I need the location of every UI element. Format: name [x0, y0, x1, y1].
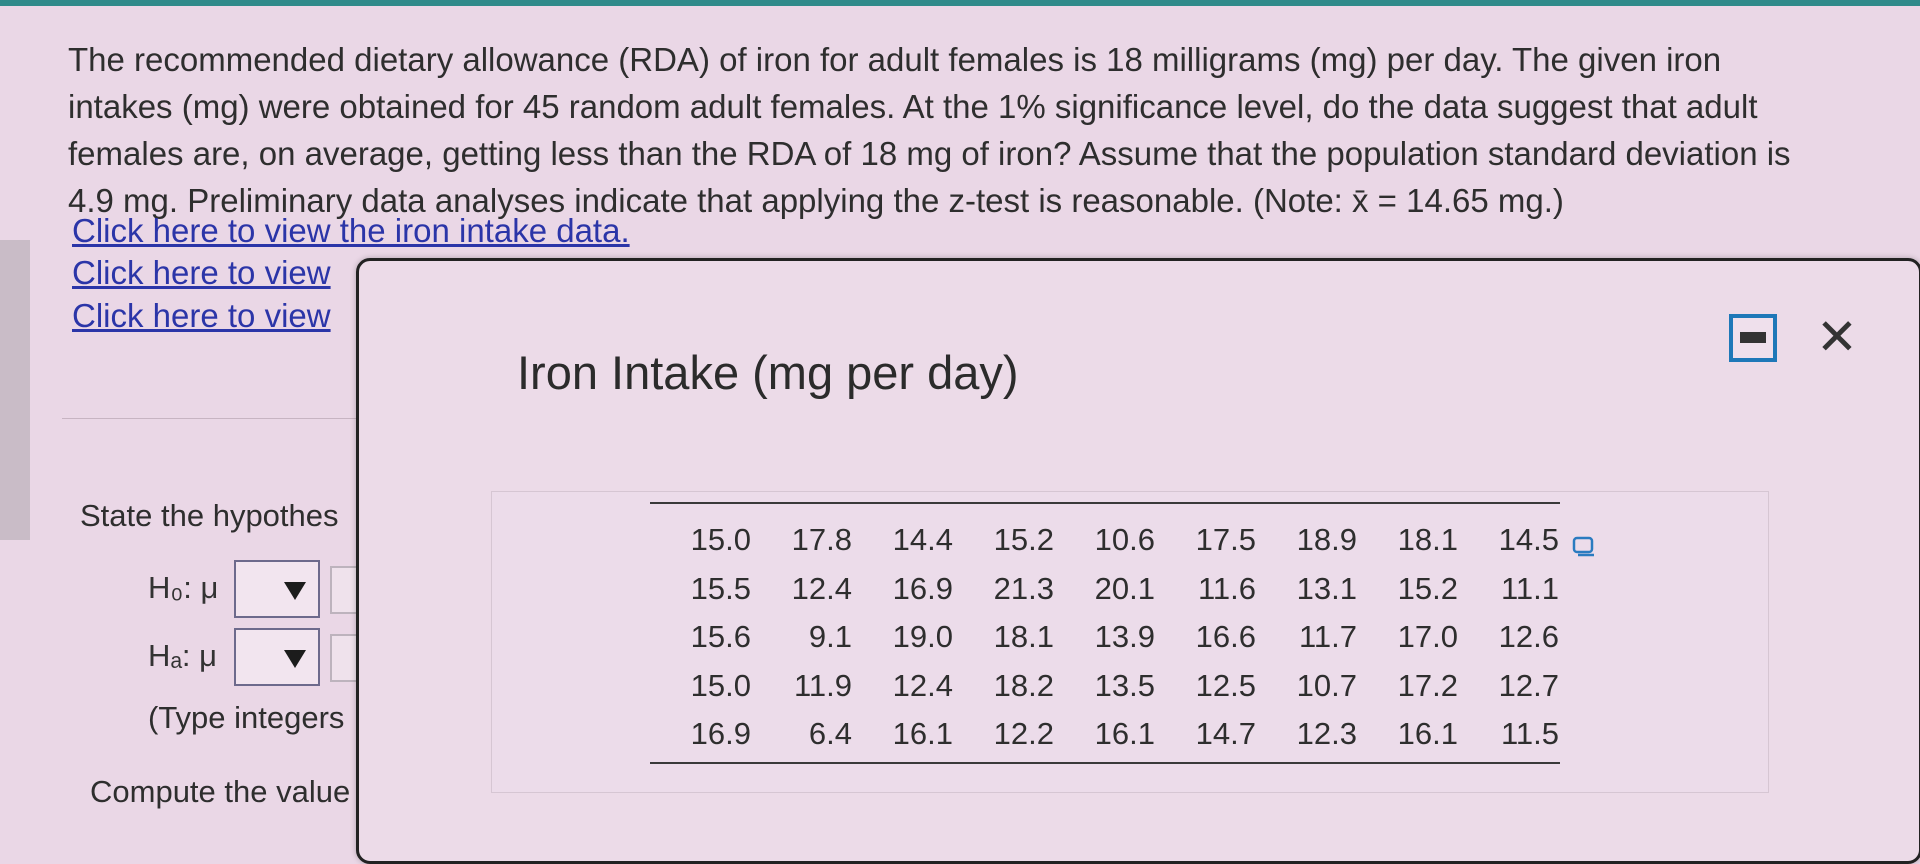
table-cell: 15.0: [690, 522, 751, 558]
table-cell: 18.2: [993, 667, 1054, 703]
section-divider: [62, 418, 362, 419]
table-cell: 11.6: [1197, 570, 1256, 606]
table-cell: 17.5: [1195, 522, 1256, 558]
table-cell: 11.5: [1500, 716, 1559, 752]
table-cell: 17.2: [1397, 667, 1458, 703]
problem-line: The recommended dietary allowance (RDA) …: [68, 41, 1722, 78]
table-row: 16.9 6.4 16.1 12.2 16.1 14.7 12.3 16.1 11.5: [650, 710, 1559, 759]
table-cell: 12.5: [1195, 667, 1256, 703]
table-cell: 12.4: [892, 667, 953, 703]
table-cell: 16.6: [1195, 619, 1256, 655]
table-cell: 15.6: [690, 619, 751, 655]
table-bottom-rule: [650, 762, 1560, 764]
table-cell: 6.4: [808, 716, 852, 752]
table-row: 15.0 17.8 14.4 15.2 10.6 17.5 18.9 18.1 14.5: [650, 516, 1559, 565]
table-cell: 15.2: [1397, 570, 1458, 606]
table-cell: 12.7: [1498, 667, 1559, 703]
table-row: 15.6 9.1 19.0 18.1 13.9 16.6 11.7 17.0 12.6: [650, 613, 1559, 662]
top-accent-bar: [0, 0, 1920, 6]
table-cell: 10.6: [1094, 522, 1155, 558]
chevron-down-icon: [284, 650, 306, 668]
view-link-3[interactable]: Click here to view: [72, 297, 331, 334]
table-cell: 11.7: [1298, 619, 1357, 655]
table-cell: 12.2: [993, 716, 1054, 752]
minimize-icon: [1740, 332, 1766, 343]
table-row: 15.0 11.9 12.4 18.2 13.5 12.5 10.7 17.2 12.7: [650, 662, 1559, 711]
table-cell: 18.9: [1296, 522, 1357, 558]
table-cell: 13.9: [1094, 619, 1155, 655]
table-top-rule: [650, 502, 1560, 504]
data-table-container: 15.0 17.8 14.4 15.2 10.6 17.5 18.9 18.1 14.5 15.5…: [491, 491, 1769, 793]
minimize-button[interactable]: [1729, 314, 1777, 362]
iron-intake-table: 15.0 17.8 14.4 15.2 10.6 17.5 18.9 18.1 14.5 15.5…: [650, 516, 1559, 759]
left-scroll-handle[interactable]: [0, 240, 30, 540]
state-hypotheses-label: State the hypothes: [80, 498, 339, 533]
table-cell: 11.9: [793, 667, 852, 703]
null-hypothesis-row: H₀: μ: [148, 560, 390, 618]
alt-hypothesis-row: Hₐ: μ: [148, 628, 390, 686]
view-link-2[interactable]: Click here to view: [72, 254, 331, 291]
h0-operator-select[interactable]: [234, 560, 320, 618]
table-cell: 20.1: [1094, 570, 1155, 606]
table-cell: 15.0: [690, 667, 751, 703]
table-cell: 17.8: [791, 522, 852, 558]
table-cell: 16.1: [892, 716, 953, 752]
chevron-down-icon: [284, 582, 306, 600]
type-integers-hint: (Type integers: [148, 700, 345, 735]
table-cell: 16.9: [892, 570, 953, 606]
table-cell: 12.3: [1296, 716, 1357, 752]
table-cell: 15.2: [993, 522, 1054, 558]
problem-line: females are, on average, getting less th…: [68, 135, 1791, 172]
table-cell: 12.6: [1498, 619, 1559, 655]
table-cell: 10.7: [1296, 667, 1357, 703]
table-cell: 13.5: [1094, 667, 1155, 703]
ha-operator-select[interactable]: [234, 628, 320, 686]
problem-statement: The recommended dietary allowance (RDA) …: [68, 36, 1888, 224]
dialog-title: Iron Intake (mg per day): [517, 346, 1019, 399]
table-cell: 17.0: [1397, 619, 1458, 655]
table-cell: 16.1: [1094, 716, 1155, 752]
h0-label: H₀: μ: [148, 570, 219, 605]
compute-value-label: Compute the value: [90, 774, 351, 809]
view-iron-data-link[interactable]: Click here to view the iron intake data.: [72, 212, 630, 249]
table-cell: 14.7: [1195, 716, 1256, 752]
close-button[interactable]: ✕: [1816, 309, 1858, 365]
table-cell: 18.1: [1397, 522, 1458, 558]
iron-intake-dialog: Iron Intake (mg per day) ✕ 15.0 17.8 14.4 1…: [356, 258, 1920, 864]
table-cell: 12.4: [791, 570, 852, 606]
table-cell: 16.1: [1397, 716, 1458, 752]
table-cell: 13.1: [1296, 570, 1357, 606]
problem-line: 4.9 mg. Preliminary data analyses indica…: [68, 182, 1564, 219]
table-cell: 15.5: [690, 570, 751, 606]
table-cell: 19.0: [892, 619, 953, 655]
table-row: 15.5 12.4 16.9 21.3 20.1 11.6 13.1 15.2 11.1: [650, 565, 1559, 614]
problem-line: intakes (mg) were obtained for 45 random…: [68, 88, 1758, 125]
table-cell: 14.5: [1498, 522, 1559, 558]
table-cell: 14.4: [892, 522, 953, 558]
ha-label: Hₐ: μ: [148, 638, 218, 673]
table-cell: 18.1: [993, 619, 1054, 655]
copy-icon[interactable]: [1572, 536, 1598, 558]
table-cell: 9.1: [808, 619, 852, 655]
table-cell: 11.1: [1500, 570, 1559, 606]
table-cell: 21.3: [993, 570, 1054, 606]
table-cell: 16.9: [690, 716, 751, 752]
